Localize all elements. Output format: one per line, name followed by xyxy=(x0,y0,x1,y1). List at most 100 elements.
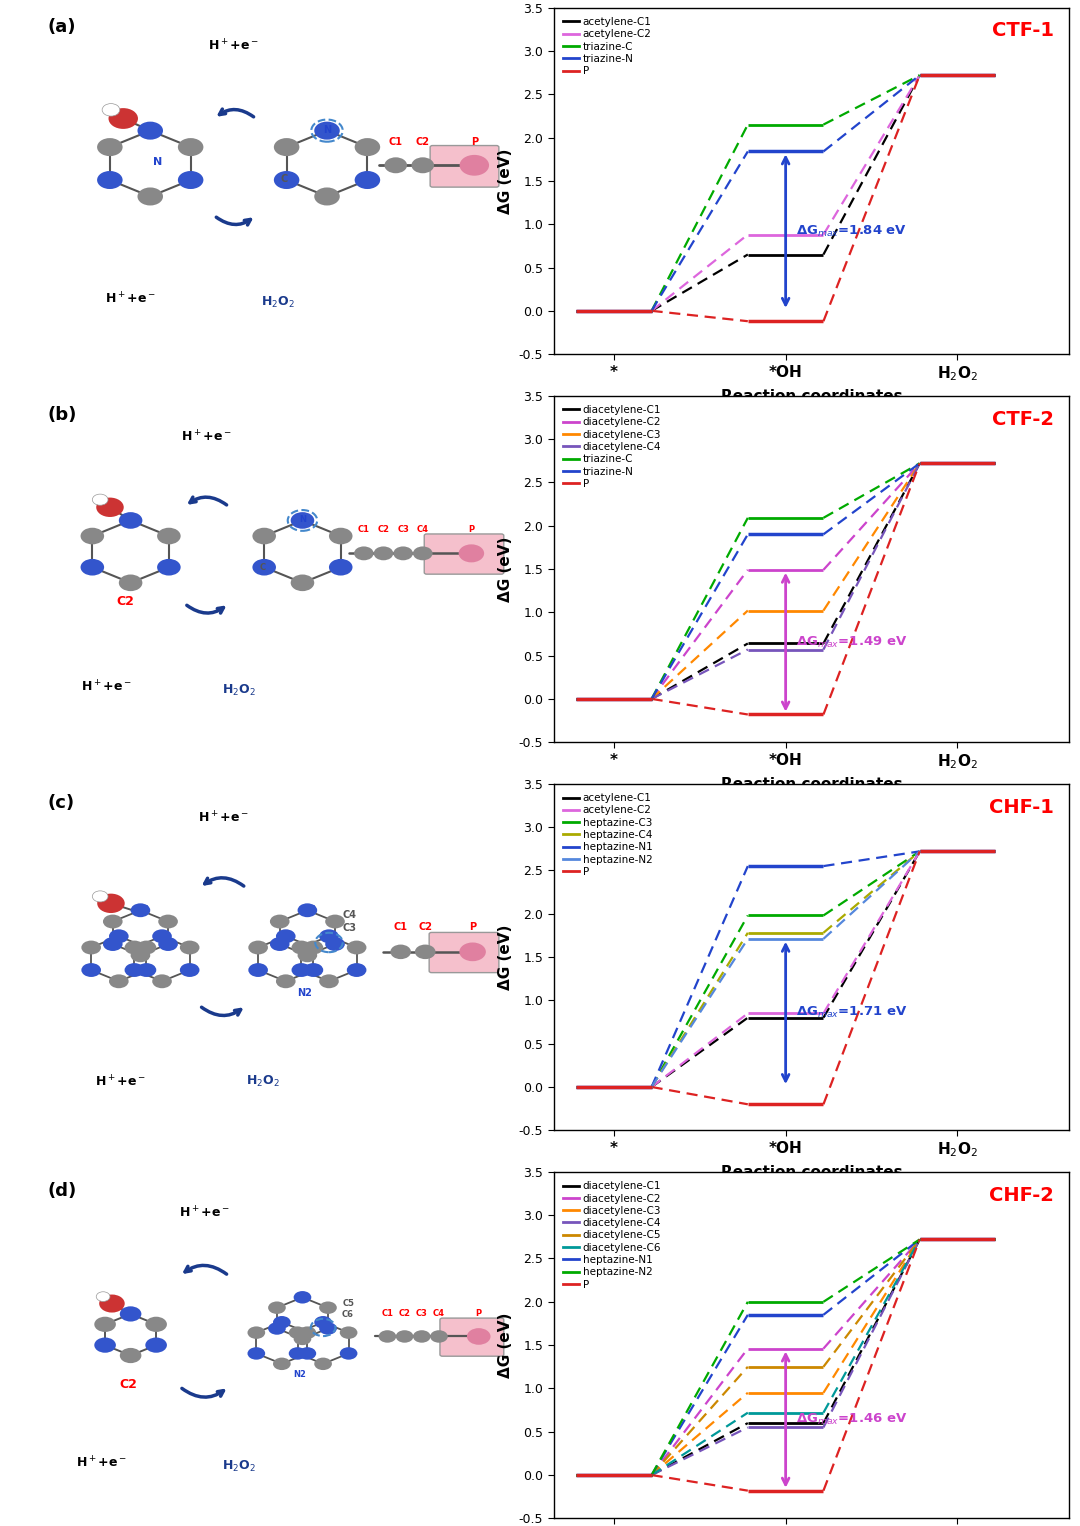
Circle shape xyxy=(109,929,129,943)
Text: N1: N1 xyxy=(298,1294,311,1303)
Circle shape xyxy=(411,157,434,174)
Circle shape xyxy=(320,975,339,989)
X-axis label: Reaction coordinates: Reaction coordinates xyxy=(720,1164,902,1180)
Text: CTF-2: CTF-2 xyxy=(991,409,1054,429)
Circle shape xyxy=(274,137,299,156)
Legend: acetylene-C1, acetylene-C2, triazine-C, triazine-N, P: acetylene-C1, acetylene-C2, triazine-C, … xyxy=(558,12,656,81)
Circle shape xyxy=(291,513,314,530)
Text: C1: C1 xyxy=(389,137,403,146)
Circle shape xyxy=(81,940,102,954)
Text: C: C xyxy=(259,563,266,572)
Circle shape xyxy=(270,937,289,951)
Text: H$_2$O$_2$: H$_2$O$_2$ xyxy=(221,682,256,697)
Circle shape xyxy=(319,1302,337,1314)
Circle shape xyxy=(314,188,340,206)
Circle shape xyxy=(92,494,108,505)
Circle shape xyxy=(247,1326,266,1338)
Circle shape xyxy=(96,497,124,517)
Text: ΔG$_{max}$=1.84 eV: ΔG$_{max}$=1.84 eV xyxy=(796,224,907,238)
Circle shape xyxy=(109,975,129,989)
Circle shape xyxy=(340,1326,357,1338)
Text: N: N xyxy=(299,516,306,525)
Circle shape xyxy=(390,945,411,960)
Circle shape xyxy=(96,1291,110,1302)
Circle shape xyxy=(180,963,200,977)
Circle shape xyxy=(103,937,123,951)
Text: H$^+$+e$^-$: H$^+$+e$^-$ xyxy=(105,291,156,307)
FancyBboxPatch shape xyxy=(424,534,503,574)
Y-axis label: ΔG (eV): ΔG (eV) xyxy=(498,925,513,990)
Text: P: P xyxy=(471,137,477,146)
Circle shape xyxy=(374,546,393,560)
Text: N1: N1 xyxy=(135,905,150,916)
Circle shape xyxy=(137,963,157,977)
Circle shape xyxy=(157,528,180,545)
Circle shape xyxy=(97,894,124,913)
X-axis label: Reaction coordinates: Reaction coordinates xyxy=(720,777,902,792)
Circle shape xyxy=(120,1347,141,1363)
Circle shape xyxy=(467,1328,490,1344)
Y-axis label: ΔG (eV): ΔG (eV) xyxy=(498,1312,513,1378)
Circle shape xyxy=(268,1302,286,1314)
Circle shape xyxy=(303,940,323,954)
Circle shape xyxy=(248,963,268,977)
Circle shape xyxy=(320,929,339,943)
Circle shape xyxy=(119,574,143,591)
Circle shape xyxy=(430,1331,448,1343)
Text: CTF-1: CTF-1 xyxy=(991,21,1054,41)
Circle shape xyxy=(276,975,296,989)
Text: C4: C4 xyxy=(433,1309,445,1318)
X-axis label: Reaction coordinates: Reaction coordinates xyxy=(720,389,902,404)
Text: C3: C3 xyxy=(416,1309,428,1318)
Text: P: P xyxy=(469,922,476,932)
Text: C2: C2 xyxy=(119,1378,137,1392)
Circle shape xyxy=(178,171,203,189)
Y-axis label: ΔG (eV): ΔG (eV) xyxy=(498,536,513,601)
Text: H$_2$O$_2$: H$_2$O$_2$ xyxy=(261,295,295,310)
Circle shape xyxy=(97,171,123,189)
Circle shape xyxy=(292,963,311,977)
Circle shape xyxy=(303,963,323,977)
Text: CHF-1: CHF-1 xyxy=(989,798,1054,816)
Text: (d): (d) xyxy=(48,1183,77,1201)
Circle shape xyxy=(120,1306,141,1322)
Text: H$^+$+e$^-$: H$^+$+e$^-$ xyxy=(208,38,259,53)
Circle shape xyxy=(97,137,123,156)
Y-axis label: ΔG (eV): ΔG (eV) xyxy=(498,148,513,214)
Text: N2: N2 xyxy=(297,989,312,998)
FancyBboxPatch shape xyxy=(429,932,499,972)
Circle shape xyxy=(354,546,374,560)
Circle shape xyxy=(319,1322,337,1335)
Circle shape xyxy=(325,937,345,951)
FancyBboxPatch shape xyxy=(430,145,499,188)
Text: C3: C3 xyxy=(397,525,409,534)
Text: C1: C1 xyxy=(357,525,369,534)
Text: CHF-2: CHF-2 xyxy=(989,1186,1054,1204)
Text: H$^+$+e$^-$: H$^+$+e$^-$ xyxy=(81,679,132,694)
Circle shape xyxy=(298,948,318,963)
Text: C1: C1 xyxy=(381,1309,393,1318)
Circle shape xyxy=(270,914,289,928)
Text: C3: C3 xyxy=(342,923,356,932)
Text: ΔG$_{max}$=1.46 eV: ΔG$_{max}$=1.46 eV xyxy=(796,1412,907,1427)
Text: H$^+$+e$^-$: H$^+$+e$^-$ xyxy=(199,810,249,826)
Circle shape xyxy=(294,1332,311,1344)
Circle shape xyxy=(253,559,276,575)
Circle shape xyxy=(159,914,178,928)
Circle shape xyxy=(273,1358,291,1370)
Circle shape xyxy=(314,1315,332,1329)
Circle shape xyxy=(340,1347,357,1360)
Legend: diacetylene-C1, diacetylene-C2, diacetylene-C3, diacetylene-C4, triazine-C, tria: diacetylene-C1, diacetylene-C2, diacetyl… xyxy=(558,401,665,493)
FancyBboxPatch shape xyxy=(440,1318,503,1357)
Circle shape xyxy=(137,122,163,140)
Circle shape xyxy=(292,940,311,954)
Circle shape xyxy=(329,559,352,575)
Legend: diacetylene-C1, diacetylene-C2, diacetylene-C3, diacetylene-C4, diacetylene-C5, : diacetylene-C1, diacetylene-C2, diacetyl… xyxy=(558,1177,665,1294)
Circle shape xyxy=(347,940,366,954)
Circle shape xyxy=(273,1315,291,1329)
Circle shape xyxy=(131,948,150,963)
Circle shape xyxy=(157,559,180,575)
Circle shape xyxy=(459,943,486,961)
Circle shape xyxy=(81,559,104,575)
Circle shape xyxy=(103,104,120,116)
